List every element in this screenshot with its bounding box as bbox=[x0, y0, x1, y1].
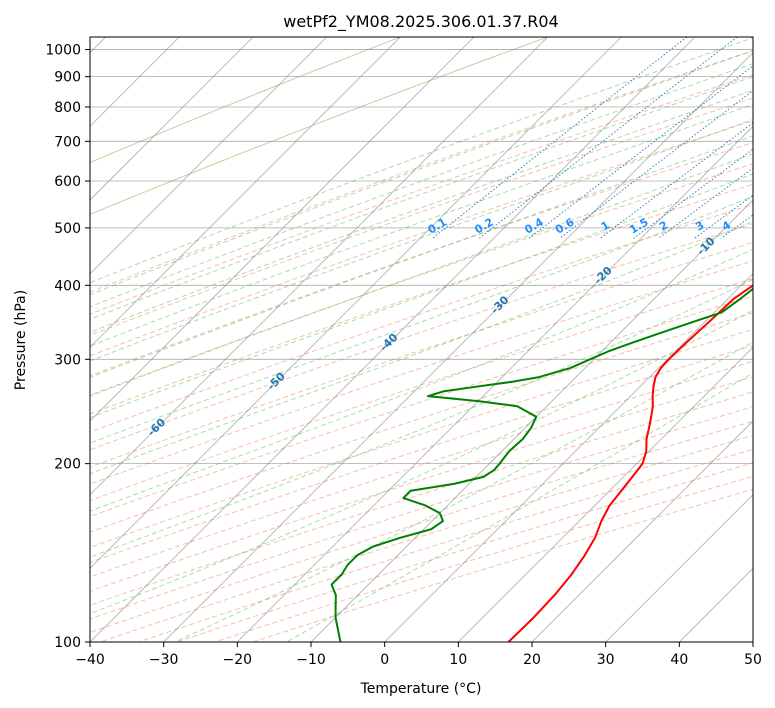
dry-adiabat bbox=[90, 360, 753, 578]
dewpoint-profile bbox=[330, 287, 753, 642]
moist-adiabat bbox=[90, 76, 753, 320]
isotherm bbox=[90, 37, 327, 275]
x-tick-label: −10 bbox=[296, 652, 326, 668]
y-tick-label: 300 bbox=[54, 352, 81, 368]
mixing-ratio-line bbox=[559, 90, 753, 239]
y-tick-label: 200 bbox=[54, 457, 81, 473]
isotherm bbox=[90, 37, 548, 496]
isotherm bbox=[531, 420, 753, 642]
y-tick-label: 400 bbox=[54, 278, 81, 294]
x-axis-label: Temperature (°C) bbox=[360, 681, 482, 697]
y-tick-label: 1000 bbox=[45, 43, 81, 59]
mixing-ratio-line bbox=[432, 37, 688, 239]
isotherm bbox=[163, 52, 753, 642]
dry-adiabat bbox=[90, 183, 753, 415]
y-tick-label: 600 bbox=[54, 174, 81, 190]
isotherm bbox=[237, 125, 753, 642]
x-tick-label: −30 bbox=[149, 652, 179, 668]
mixing-ratio-line bbox=[633, 148, 753, 239]
isotherm bbox=[90, 37, 622, 569]
dry-adiabat bbox=[90, 50, 753, 293]
y-axis: 100 200 300 400 500 600 700 800 900 1000 bbox=[45, 43, 90, 651]
moist-adiabat bbox=[90, 195, 753, 444]
x-axis: −40 −30 −20 −10 0 10 20 30 40 50 bbox=[75, 642, 762, 668]
isotherm bbox=[90, 37, 696, 642]
y-tick-label: 700 bbox=[54, 134, 81, 150]
moist-adiabat bbox=[90, 37, 753, 284]
dry-adiabat bbox=[90, 142, 753, 377]
dry-adiabat bbox=[90, 97, 753, 336]
dry-adiabat bbox=[90, 277, 753, 501]
dry-adiabat bbox=[90, 163, 753, 396]
isotherm bbox=[310, 199, 753, 642]
saturation-curve bbox=[90, 37, 548, 215]
x-tick-label: 20 bbox=[523, 652, 541, 668]
temperature-profile bbox=[507, 284, 753, 642]
mixing-ratio-line bbox=[478, 37, 738, 239]
moist-adiabat bbox=[90, 118, 753, 362]
y-axis-label: Pressure (hPa) bbox=[13, 290, 29, 390]
dry-adiabat bbox=[90, 260, 753, 485]
y-tick-label: 800 bbox=[54, 100, 81, 116]
x-tick-label: 30 bbox=[597, 652, 615, 668]
x-tick-label: 40 bbox=[670, 652, 688, 668]
isotherm bbox=[458, 346, 753, 642]
dry-adiabat bbox=[90, 328, 753, 548]
saturation-curve bbox=[90, 37, 401, 164]
x-tick-label: 10 bbox=[449, 652, 467, 668]
x-tick-label: 0 bbox=[380, 652, 389, 668]
dry-adiabat bbox=[90, 345, 753, 563]
plot-frame bbox=[89, 36, 754, 643]
x-tick-label: −40 bbox=[75, 652, 105, 668]
y-tick-label: 500 bbox=[54, 221, 81, 237]
moist-adiabat bbox=[90, 278, 753, 558]
x-tick-label: −20 bbox=[223, 652, 253, 668]
mixing-ratio-line bbox=[528, 65, 753, 239]
dry-adiabat bbox=[90, 312, 753, 533]
x-tick-label: 50 bbox=[744, 652, 762, 668]
chart-title: wetPf2_YM08.2025.306.01.37.R04 bbox=[283, 12, 558, 32]
isotherm bbox=[90, 37, 254, 201]
moist-adiabat bbox=[90, 173, 753, 419]
y-tick-label: 100 bbox=[54, 635, 81, 651]
isotherm bbox=[90, 37, 475, 422]
moist-adiabat bbox=[90, 103, 753, 347]
isotherm bbox=[90, 37, 401, 348]
dry-adiabat bbox=[90, 295, 753, 518]
dry-adiabat bbox=[90, 391, 753, 606]
dry-adiabat bbox=[90, 376, 753, 592]
y-tick-label: 900 bbox=[54, 70, 81, 86]
isotherm bbox=[384, 273, 753, 642]
isotherm bbox=[605, 494, 753, 642]
